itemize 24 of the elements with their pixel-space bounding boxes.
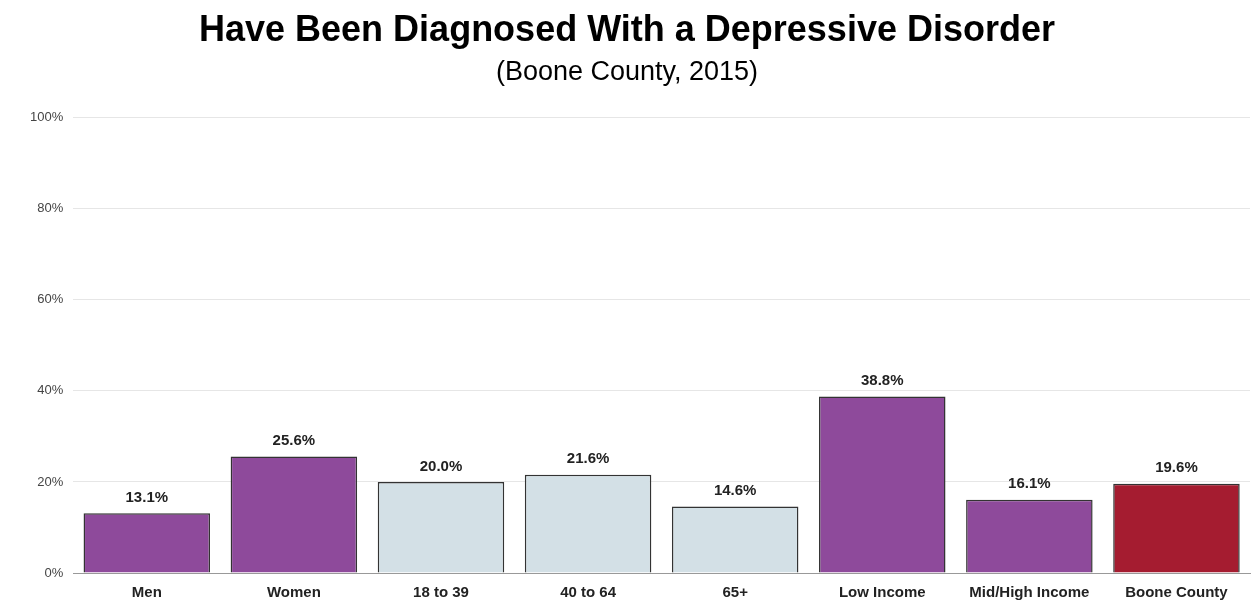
y-tick-label: 100%	[30, 109, 64, 125]
data-label: 19.6%	[1155, 458, 1198, 476]
data-label: 16.1%	[1008, 474, 1051, 492]
y-tick-label: 0%	[44, 564, 64, 580]
x-tick-label: 18 to 39	[413, 583, 469, 601]
x-tick-label: Men	[131, 583, 162, 601]
y-tick-label: 60%	[37, 291, 64, 307]
data-label: 38.8%	[860, 371, 904, 389]
x-tick-label: 40 to 64	[560, 583, 617, 601]
x-tick-label: Women	[266, 583, 321, 601]
x-tick-label: Mid/High Income	[969, 583, 1090, 601]
data-label: 20.0%	[419, 456, 463, 474]
x-tick-label: Low Income	[838, 583, 926, 601]
chart-title: Have Been Diagnosed With a Depressive Disorder	[198, 8, 1056, 50]
x-tick-label: 65+	[722, 583, 749, 601]
data-label: 13.1%	[125, 488, 169, 506]
data-label: 25.6%	[272, 431, 316, 449]
data-label: 21.6%	[566, 449, 610, 467]
y-tick-label: 20%	[37, 473, 64, 489]
y-tick-label: 40%	[37, 382, 64, 398]
y-tick-label: 80%	[37, 200, 64, 216]
data-label: 14.6%	[713, 481, 757, 499]
chart-subtitle: (Boone County, 2015)	[494, 56, 760, 87]
x-tick-label: Boone County	[1125, 583, 1229, 601]
